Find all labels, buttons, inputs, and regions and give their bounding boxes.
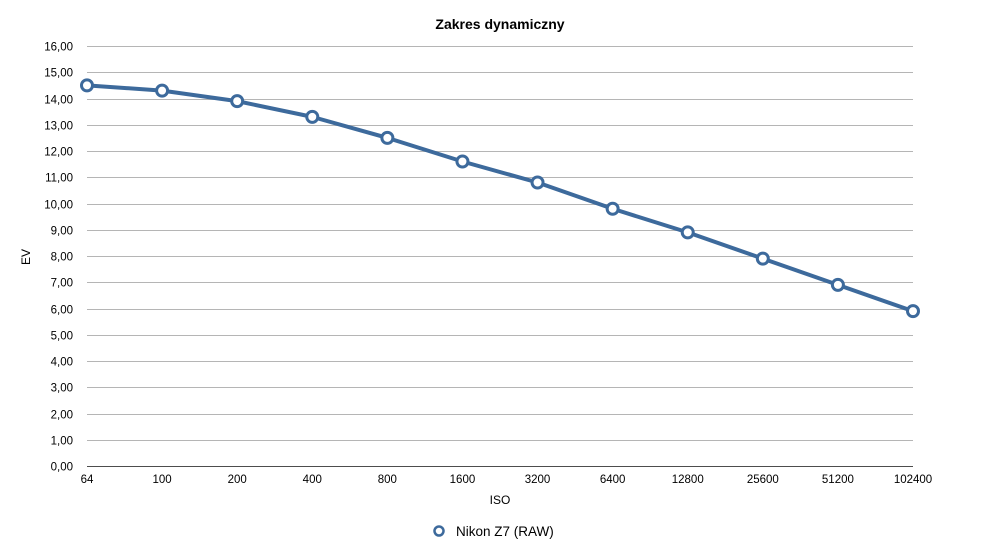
- x-tick-label: 400: [303, 474, 322, 486]
- legend-entry-label: Nikon Z7 (RAW): [456, 524, 554, 539]
- y-tick-label: 9,00: [51, 226, 73, 238]
- y-tick-label: 14,00: [44, 95, 73, 107]
- y-tick-label: 12,00: [44, 147, 73, 159]
- chart-title: Zakres dynamiczny: [435, 16, 564, 32]
- y-tick-label: 15,00: [44, 68, 73, 80]
- data-point: [605, 201, 620, 216]
- data-point: [80, 78, 94, 93]
- y-tick-label: 6,00: [51, 305, 73, 317]
- x-tick-label: 51200: [822, 474, 854, 486]
- x-tick-labels: 64 100 200 400 800 1600 3200 6400 12800 25600 5120…: [81, 474, 933, 486]
- data-point: [455, 154, 470, 169]
- x-tick-label: 6400: [600, 474, 626, 486]
- y-tick-label: 2,00: [51, 410, 73, 422]
- y-tick-label: 11,00: [45, 173, 73, 185]
- x-axis-label: ISO: [490, 493, 511, 507]
- x-tick-label: 102400: [894, 474, 932, 486]
- data-point: [680, 225, 695, 240]
- x-tick-label: 100: [152, 474, 171, 486]
- y-tick-label: 0,00: [51, 462, 73, 474]
- x-tick-label: 12800: [672, 474, 704, 486]
- series-layer: [80, 78, 920, 319]
- y-tick-label: 8,00: [51, 252, 73, 264]
- y-tick-label: 3,00: [51, 383, 73, 395]
- y-tick-label: 7,00: [51, 278, 73, 290]
- data-point: [906, 304, 920, 319]
- y-tick-label: 4,00: [51, 357, 73, 369]
- legend: Nikon Z7 (RAW): [433, 524, 554, 539]
- y-tick-label: 5,00: [51, 331, 73, 343]
- data-point: [755, 251, 770, 266]
- x-tick-label: 3200: [525, 474, 551, 486]
- series-line: [85, 83, 915, 314]
- x-tick-label: 800: [378, 474, 397, 486]
- data-point: [305, 109, 320, 124]
- data-point: [530, 175, 545, 190]
- y-tick-label: 16,00: [44, 42, 73, 54]
- data-point: [380, 130, 395, 145]
- y-tick-label: 13,00: [44, 121, 73, 133]
- x-tick-label: 64: [81, 474, 94, 486]
- y-tick-label: 10,00: [44, 200, 73, 212]
- data-point: [830, 277, 845, 292]
- y-tick-label: 1,00: [51, 436, 73, 448]
- data-point: [155, 83, 170, 98]
- x-tick-label: 1600: [450, 474, 476, 486]
- gridlines: [87, 46, 913, 441]
- y-axis-label: EV: [19, 249, 33, 265]
- x-tick-label: 200: [228, 474, 247, 486]
- legend-marker-icon: [433, 525, 445, 537]
- x-tick-label: 25600: [747, 474, 779, 486]
- data-point: [230, 94, 245, 109]
- y-tick-labels: 0,00 1,00 2,00 3,00 4,00 5,00 6,00 7,00 8,00 9,00…: [44, 42, 73, 474]
